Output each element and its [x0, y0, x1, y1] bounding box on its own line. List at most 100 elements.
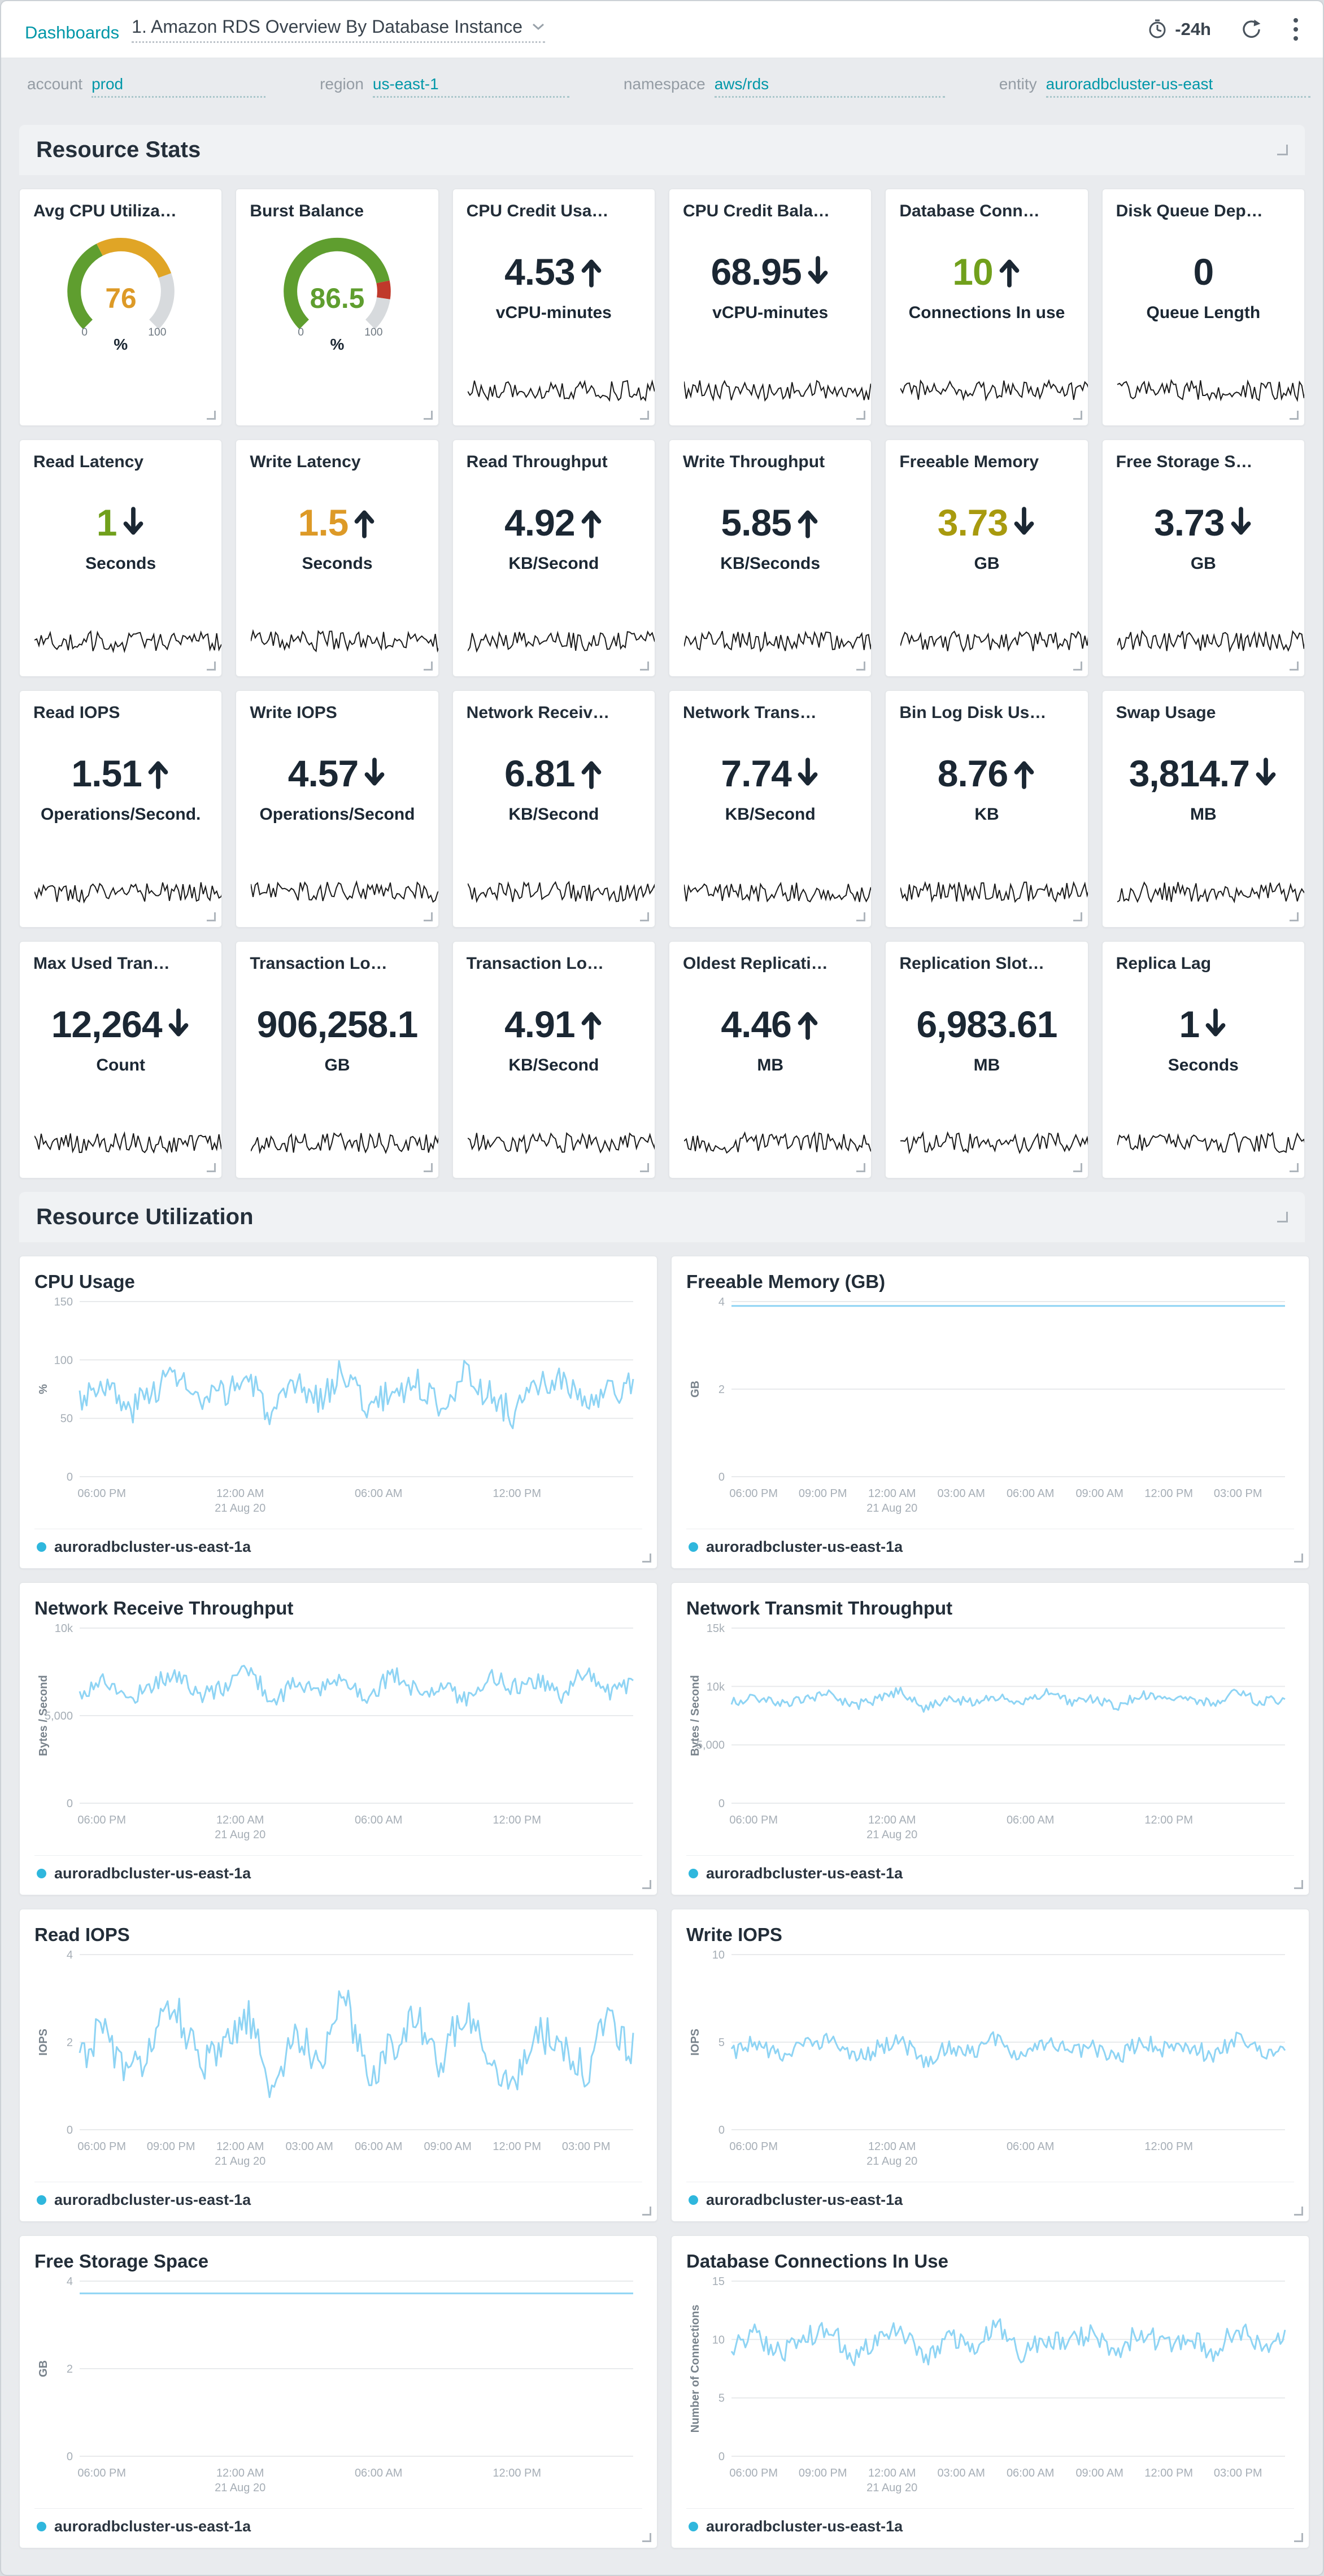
panel-resize-handle[interactable]: [207, 662, 216, 671]
dashboard-title-dropdown[interactable]: 1. Amazon RDS Overview By Database Insta…: [132, 16, 546, 43]
panel-resize-handle[interactable]: [642, 1880, 651, 1889]
filter-namespace[interactable]: namespace aws/rds: [624, 75, 945, 98]
stat-title: Read IOPS: [33, 703, 120, 722]
svg-text:09:00 PM: 09:00 PM: [147, 2140, 195, 2153]
panel-resize-handle[interactable]: [1294, 2207, 1303, 2216]
panel-resize-handle[interactable]: [207, 411, 216, 420]
stat-title: Read Latency: [33, 452, 144, 471]
filter-entity[interactable]: entity auroradbcluster-us-east: [999, 75, 1310, 98]
chart-legend-item[interactable]: auroradbcluster-us-east-1a: [686, 1529, 1294, 1560]
filter-label: account: [27, 75, 83, 93]
panel-resize-handle[interactable]: [642, 1554, 651, 1563]
stat-card-avg-cpu-utiliza: Avg CPU Utiliza… 76 0 100%: [19, 189, 223, 426]
filter-account[interactable]: account prod: [27, 75, 266, 98]
filter-value[interactable]: us-east-1: [372, 75, 569, 98]
chart-legend-item[interactable]: auroradbcluster-us-east-1a: [686, 2508, 1294, 2540]
panel-resize-handle[interactable]: [856, 1163, 866, 1172]
panel-resize-handle[interactable]: [1073, 411, 1082, 420]
svg-text:IOPS: IOPS: [37, 2029, 50, 2056]
panel-resize-handle[interactable]: [1290, 1163, 1299, 1172]
panel-resize-handle[interactable]: [1294, 1554, 1303, 1563]
panel-resize-handle[interactable]: [1073, 662, 1082, 671]
time-range-button[interactable]: -24h: [1147, 19, 1211, 40]
svg-text:12:00 PM: 12:00 PM: [1144, 2140, 1193, 2153]
panel-resize-handle[interactable]: [640, 662, 649, 671]
stat-unit: Operations/Second.: [40, 805, 201, 824]
trend-down-arrow-icon: [1231, 507, 1251, 535]
stat-title: Free Storage S…: [1116, 452, 1253, 471]
stat-unit: Seconds: [85, 554, 156, 573]
panel-resize-handle[interactable]: [207, 1163, 216, 1172]
stat-value: 1: [96, 502, 117, 543]
breadcrumb-dashboards-link[interactable]: Dashboards: [25, 22, 120, 42]
svg-text:09:00 AM: 09:00 AM: [1075, 1487, 1123, 1500]
panel-resize-handle[interactable]: [1073, 912, 1082, 921]
chart-legend-item[interactable]: auroradbcluster-us-east-1a: [34, 1529, 642, 1560]
section-resize-handle[interactable]: [1277, 1212, 1288, 1222]
panel-resize-handle[interactable]: [642, 2533, 651, 2542]
chart-title: Write IOPS: [686, 1924, 782, 1945]
stat-unit: KB/Second: [508, 1056, 599, 1074]
kebab-menu-button[interactable]: [1292, 17, 1299, 42]
panel-resize-handle[interactable]: [423, 662, 433, 671]
stat-title: Bin Log Disk Us…: [899, 703, 1047, 722]
panel-resize-handle[interactable]: [856, 411, 866, 420]
panel-resize-handle[interactable]: [640, 912, 649, 921]
chart-legend-item[interactable]: auroradbcluster-us-east-1a: [34, 2182, 642, 2213]
chart-legend-item[interactable]: auroradbcluster-us-east-1a: [686, 1855, 1294, 1887]
legend-series-dot-icon: [689, 2522, 698, 2531]
stats-grid: Avg CPU Utiliza… 76 0 100% Burst Balance 86.5…: [19, 189, 1305, 1178]
svg-text:4: 4: [67, 1949, 73, 1961]
stat-unit: KB/Second: [508, 554, 599, 573]
stat-card-network-receiv: Network Receiv… 6.81 KB/Second: [452, 690, 655, 928]
svg-text:15k: 15k: [707, 1622, 725, 1635]
section-resize-handle[interactable]: [1277, 145, 1288, 155]
svg-text:12:00 PM: 12:00 PM: [1144, 1814, 1193, 1826]
panel-resize-handle[interactable]: [856, 912, 866, 921]
stat-title: Replica Lag: [1116, 954, 1212, 973]
svg-text:0: 0: [718, 1798, 725, 1810]
panel-resize-handle[interactable]: [856, 662, 866, 671]
panel-resize-handle[interactable]: [423, 912, 433, 921]
svg-text:4: 4: [718, 1296, 725, 1308]
sparkline-chart: [1117, 1128, 1305, 1158]
svg-text:06:00 PM: 06:00 PM: [77, 2140, 126, 2153]
panel-resize-handle[interactable]: [1290, 411, 1299, 420]
stat-card-write-throughput: Write Throughput 5.85 KB/Seconds: [669, 440, 872, 677]
svg-text:12:00 AM: 12:00 AM: [216, 2467, 264, 2479]
panel-resize-handle[interactable]: [1290, 662, 1299, 671]
sparkline-chart: [900, 1128, 1088, 1158]
filter-value[interactable]: prod: [92, 75, 266, 98]
chart-legend-item[interactable]: auroradbcluster-us-east-1a: [34, 1855, 642, 1887]
svg-text:09:00 AM: 09:00 AM: [424, 2140, 472, 2153]
panel-resize-handle[interactable]: [423, 411, 433, 420]
stat-unit: KB/Second: [725, 805, 816, 824]
chart-legend-item[interactable]: auroradbcluster-us-east-1a: [34, 2508, 642, 2540]
time-range-label: -24h: [1175, 19, 1211, 39]
chart-card-free-storage-space: Free Storage Space GB 0 2 4 06:00 PM 12:00 AM 2…: [19, 2235, 657, 2548]
panel-resize-handle[interactable]: [1294, 1880, 1303, 1889]
filter-value[interactable]: aws/rds: [714, 75, 945, 98]
panel-resize-handle[interactable]: [640, 1163, 649, 1172]
legend-series-label: auroradbcluster-us-east-1a: [706, 2518, 903, 2535]
filter-region[interactable]: region us-east-1: [320, 75, 569, 98]
trend-down-arrow-icon: [364, 758, 385, 786]
stat-title: Burst Balance: [250, 202, 364, 220]
svg-text:10k: 10k: [707, 1681, 725, 1693]
refresh-button[interactable]: [1240, 18, 1263, 41]
trend-up-arrow-icon: [581, 1012, 601, 1040]
panel-resize-handle[interactable]: [1073, 1163, 1082, 1172]
filter-value[interactable]: auroradbcluster-us-east: [1046, 75, 1310, 98]
chart-legend-item[interactable]: auroradbcluster-us-east-1a: [686, 2182, 1294, 2213]
panel-resize-handle[interactable]: [642, 2207, 651, 2216]
panel-resize-handle[interactable]: [423, 1163, 433, 1172]
panel-resize-handle[interactable]: [1294, 2533, 1303, 2542]
stat-unit: GB: [974, 554, 1000, 573]
stat-unit: KB: [974, 805, 999, 824]
panel-resize-handle[interactable]: [640, 411, 649, 420]
svg-text:12:00 AM: 12:00 AM: [868, 2467, 916, 2479]
svg-text:50: 50: [60, 1413, 73, 1425]
panel-resize-handle[interactable]: [207, 912, 216, 921]
sparkline-chart: [900, 626, 1088, 656]
panel-resize-handle[interactable]: [1290, 912, 1299, 921]
